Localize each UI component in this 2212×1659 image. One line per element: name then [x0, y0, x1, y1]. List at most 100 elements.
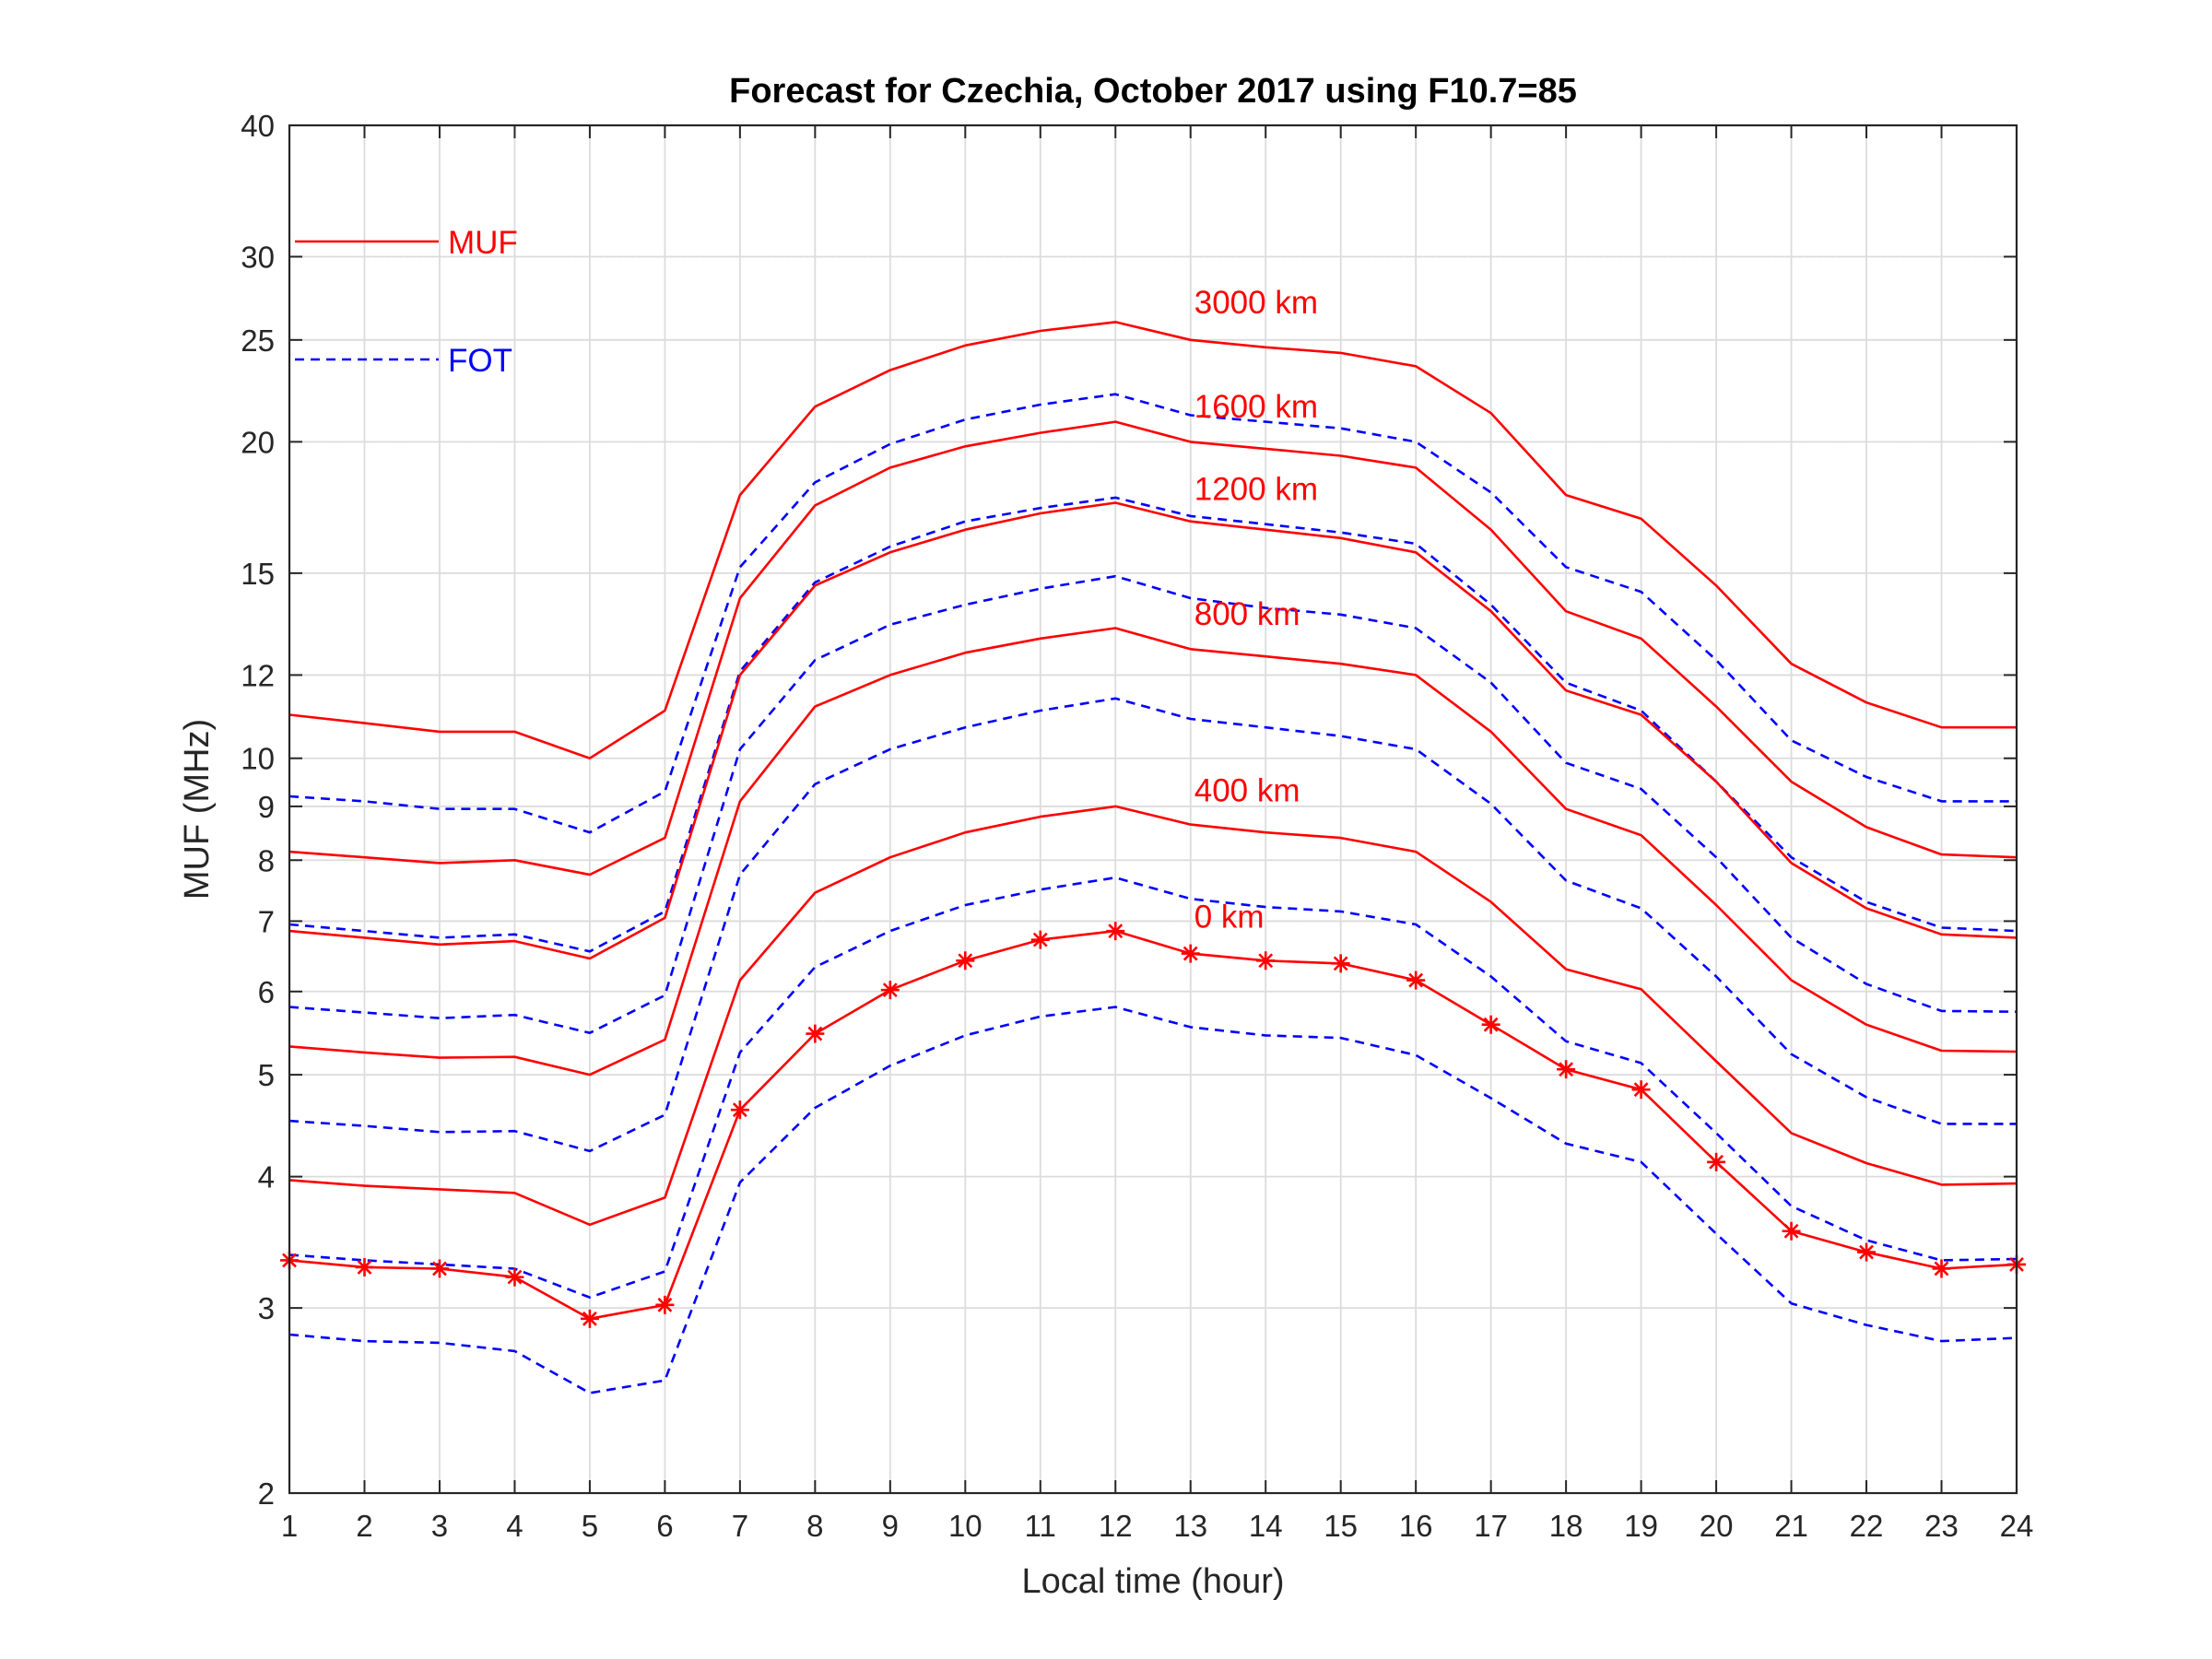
y-tick-label: 8	[258, 843, 275, 877]
data-point-marker	[1557, 1060, 1576, 1079]
x-tick-label: 16	[1399, 1509, 1433, 1543]
marker-stroke	[1108, 924, 1124, 939]
x-tick-label: 7	[732, 1509, 748, 1543]
data-point-marker	[355, 1257, 374, 1277]
data-point-marker	[429, 1259, 449, 1278]
marker-stroke	[1633, 1082, 1649, 1098]
y-tick-label: 3	[258, 1291, 275, 1325]
marker-stroke	[1859, 1244, 1874, 1260]
legend-label-fot: FOT	[448, 343, 512, 379]
series-line-fot-800km	[288, 697, 2017, 1153]
distance-annotation: 0 km	[1194, 900, 1265, 935]
series-line-muf-1200km	[288, 501, 2018, 960]
x-tick-label: 17	[1474, 1509, 1508, 1543]
data-point-marker	[1932, 1259, 1951, 1278]
data-point-marker	[655, 1295, 675, 1314]
data-point-marker	[1106, 922, 1125, 941]
x-tick-label: 8	[806, 1509, 823, 1543]
data-point-marker	[1857, 1242, 1877, 1262]
y-tick-label: 6	[258, 975, 275, 1009]
marker-stroke	[1934, 1261, 1949, 1277]
data-point-marker	[1181, 944, 1200, 963]
y-tick-label: 9	[258, 790, 275, 824]
marker-stroke	[1258, 953, 1274, 969]
plot-area	[289, 125, 2017, 1493]
distance-annotation: 800 km	[1194, 596, 1300, 632]
data-point-marker	[1406, 971, 1426, 990]
y-tick-label: 25	[241, 324, 275, 358]
x-tick-label: 2	[356, 1509, 372, 1543]
marker-stroke	[1182, 946, 1198, 961]
data-point-marker	[806, 1024, 825, 1043]
x-tick-label: 1	[281, 1509, 298, 1543]
annotations: 3000 km 1600 km 1200 km 800 km 400 km 0 km	[1194, 285, 1318, 935]
legend: MUF FOT	[295, 225, 518, 379]
data-point-marker	[1707, 1152, 1726, 1171]
x-tick-label: 19	[1624, 1509, 1658, 1543]
y-tick-label: 40	[241, 109, 275, 143]
x-tick-label: 4	[506, 1509, 523, 1543]
data-point-marker	[1256, 951, 1276, 971]
data-point-marker	[956, 951, 975, 971]
y-tick-label: 12	[241, 658, 275, 692]
x-tick-label: 24	[2000, 1509, 2034, 1543]
distance-annotation: 1600 km	[1194, 389, 1318, 425]
marker-stroke	[958, 953, 973, 969]
y-tick-label: 15	[241, 557, 275, 591]
x-tick-label: 9	[882, 1509, 899, 1543]
data-point-marker	[730, 1100, 749, 1120]
marker-stroke	[657, 1297, 673, 1312]
series-line-muf-800km	[288, 627, 2018, 1077]
marker-stroke	[882, 982, 898, 998]
series-line-muf-400km	[288, 805, 2018, 1227]
y-tick-label: 20	[241, 425, 275, 459]
x-tick-label: 12	[1099, 1509, 1133, 1543]
axes: 1 2 3 4 5 6 7 8 9 10 11 12 13 14 15 16 17 18 19 20 21 22 23 242…	[241, 109, 2033, 1543]
marker-stroke	[1032, 932, 1048, 947]
data-point-marker	[580, 1309, 599, 1328]
marker-stroke	[732, 1102, 747, 1118]
marker-stroke	[507, 1269, 523, 1285]
marker-stroke	[432, 1261, 447, 1277]
chart-title: Forecast for Czechia, October 2017 using…	[729, 72, 1577, 111]
distance-annotation: 1200 km	[1194, 472, 1318, 508]
data-point-marker	[880, 981, 900, 1000]
y-tick-label: 4	[258, 1160, 275, 1194]
marker-stroke	[1783, 1223, 1799, 1239]
marker-stroke	[1709, 1154, 1724, 1170]
marker-stroke	[1559, 1062, 1574, 1077]
series-line-muf-3000km	[288, 321, 2017, 760]
series-line-fot-1600km	[288, 496, 2018, 953]
data-point-marker	[1631, 1080, 1651, 1100]
series-line-fot-3000km	[288, 393, 2017, 834]
y-tick-label: 2	[258, 1477, 275, 1511]
series-line-fot-400km	[288, 876, 2018, 1299]
y-tick-label: 30	[241, 241, 275, 275]
series-group	[280, 321, 2026, 1394]
distance-annotation: 400 km	[1194, 772, 1300, 808]
x-tick-label: 18	[1549, 1509, 1583, 1543]
marker-stroke	[582, 1311, 597, 1326]
x-tick-label: 21	[1774, 1509, 1808, 1543]
distance-annotation: 3000 km	[1194, 285, 1318, 321]
x-tick-label: 22	[1850, 1509, 1884, 1543]
data-point-marker	[505, 1267, 524, 1287]
y-tick-label: 5	[258, 1058, 275, 1092]
axes-box	[288, 124, 2018, 1495]
x-tick-label: 15	[1324, 1509, 1358, 1543]
data-point-marker	[1782, 1221, 1801, 1241]
data-point-marker	[1331, 954, 1350, 973]
legend-label-muf: MUF	[448, 225, 518, 261]
series-line-muf-1600km	[288, 420, 2018, 877]
x-tick-label: 11	[1025, 1509, 1056, 1543]
x-tick-label: 14	[1249, 1509, 1283, 1543]
x-tick-label: 13	[1173, 1509, 1207, 1543]
marker-stroke	[1408, 972, 1424, 988]
series-line-muf-0km	[288, 929, 2018, 1321]
x-axis-label: Local time (hour)	[1021, 1562, 1284, 1601]
series-line-fot-1200km	[288, 574, 2018, 1034]
marker-stroke	[357, 1260, 372, 1275]
data-point-marker	[1030, 930, 1050, 949]
marker-stroke	[1333, 956, 1348, 971]
